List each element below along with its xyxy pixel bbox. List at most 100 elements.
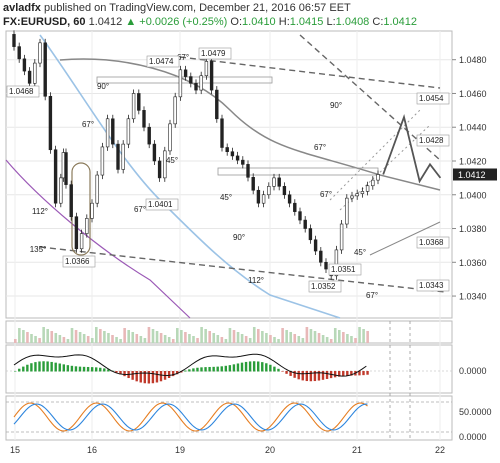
- volume-bar: [131, 332, 135, 343]
- price-tag-box: [146, 55, 180, 68]
- volume-bar: [277, 339, 280, 343]
- candle-body: [324, 261, 328, 270]
- candle-body: [85, 218, 89, 234]
- y-tick-label: 1.0360: [459, 258, 487, 268]
- price-tag-label: 1.0428: [419, 136, 444, 145]
- stoch-axis-label: 0.0000: [459, 432, 487, 442]
- price-panel-frame: [5, 30, 453, 319]
- macd-bar: [151, 371, 155, 384]
- macd-bar: [273, 366, 276, 372]
- candle-body: [17, 46, 21, 60]
- candle-body: [194, 83, 198, 91]
- candle-body: [27, 70, 32, 84]
- macd-bar: [240, 362, 244, 372]
- candle-body: [163, 150, 167, 179]
- volume-bar: [163, 335, 167, 343]
- candle-body: [215, 89, 219, 120]
- symbol-label[interactable]: FX:EURUSD, 60: [3, 16, 86, 28]
- volume-bar: [82, 334, 86, 343]
- volume-bar: [293, 334, 297, 343]
- volume-bar: [212, 333, 216, 343]
- volume-bar: [26, 332, 29, 343]
- volume-bar: [204, 329, 207, 343]
- volume-bar: [188, 334, 191, 343]
- c-value: 1.0412: [383, 16, 418, 28]
- volume-bar: [313, 331, 317, 343]
- volume-bar: [14, 339, 17, 343]
- macd-bar: [143, 371, 146, 384]
- volume-bar: [38, 338, 41, 343]
- macd-bar: [70, 365, 74, 372]
- stoch-axis-label: 50.0000: [459, 407, 492, 417]
- macd-bar: [224, 365, 227, 372]
- macd-bar: [38, 361, 41, 372]
- price-tag-box: [328, 263, 362, 276]
- volume-bar: [228, 328, 232, 343]
- volume-bar: [362, 329, 365, 343]
- volume-bar: [42, 327, 45, 343]
- volume-bar: [58, 335, 62, 343]
- macd-bar: [78, 366, 82, 372]
- candle-body: [38, 42, 42, 64]
- price-tag-box: [416, 279, 450, 292]
- candle-body: [22, 58, 27, 72]
- macd-bar: [30, 363, 33, 372]
- volume-bar: [305, 327, 309, 343]
- volume-bar: [139, 336, 143, 343]
- fan-line: [369, 221, 441, 256]
- y-tick-label: 1.0440: [459, 123, 487, 133]
- volume-bar: [358, 327, 361, 343]
- candle-body: [100, 146, 105, 176]
- volume-bar: [252, 327, 256, 343]
- macd-bar: [159, 371, 163, 382]
- price-tag-label: 1.0366: [65, 257, 90, 266]
- volume-bar: [265, 333, 268, 343]
- volume-bar: [147, 327, 151, 343]
- candle-body: [261, 194, 266, 204]
- macd-bar: [212, 366, 215, 372]
- macd-bar: [103, 368, 106, 372]
- price-tag-label: 1.0352: [311, 282, 336, 291]
- current-price-label: 1.0412: [458, 170, 486, 180]
- candle-body: [246, 164, 250, 178]
- candle-body: [105, 118, 110, 148]
- candle-body: [69, 184, 73, 218]
- volume-bar: [95, 327, 98, 343]
- candle-body: [48, 95, 53, 151]
- author-name[interactable]: avladfx: [3, 2, 41, 14]
- macd-bar: [232, 364, 236, 372]
- volume-bar: [248, 338, 252, 343]
- macd-bar: [309, 371, 313, 382]
- macd-bar: [176, 371, 179, 375]
- l-label: L:: [326, 16, 336, 28]
- angle-label: 90°: [330, 101, 342, 110]
- x-tick-label: 16: [87, 445, 97, 455]
- volume-bar: [30, 334, 33, 343]
- macd-bar: [297, 371, 300, 380]
- macd-bar: [350, 371, 353, 376]
- y-tick-label: 1.0400: [459, 190, 487, 200]
- change-value: +0.0026 (+0.25%): [139, 16, 228, 28]
- volume-bar: [155, 331, 159, 343]
- macd-bar: [184, 370, 187, 372]
- macd-axis-label: 0.0000: [459, 366, 487, 376]
- candle-body: [334, 249, 339, 277]
- volume-bar: [50, 331, 54, 343]
- h-value: 1.0415: [289, 16, 324, 28]
- volume-bar: [176, 328, 179, 343]
- candle-body: [183, 69, 188, 77]
- volume-bar: [301, 338, 305, 343]
- candle-body: [282, 186, 287, 196]
- falling-trendline: [299, 34, 441, 161]
- volume-bar: [90, 338, 94, 343]
- volume-bar: [257, 329, 260, 343]
- volume-bar: [333, 328, 337, 343]
- macd-bar: [305, 371, 308, 382]
- price-tag-label: 1.0474: [149, 57, 174, 66]
- volume-bar: [350, 336, 353, 343]
- volume-bar: [127, 330, 130, 343]
- macd-bar: [257, 361, 260, 372]
- h-label: H:: [278, 16, 290, 28]
- publish-line: avladfx published on TradingView.com, De…: [3, 2, 351, 14]
